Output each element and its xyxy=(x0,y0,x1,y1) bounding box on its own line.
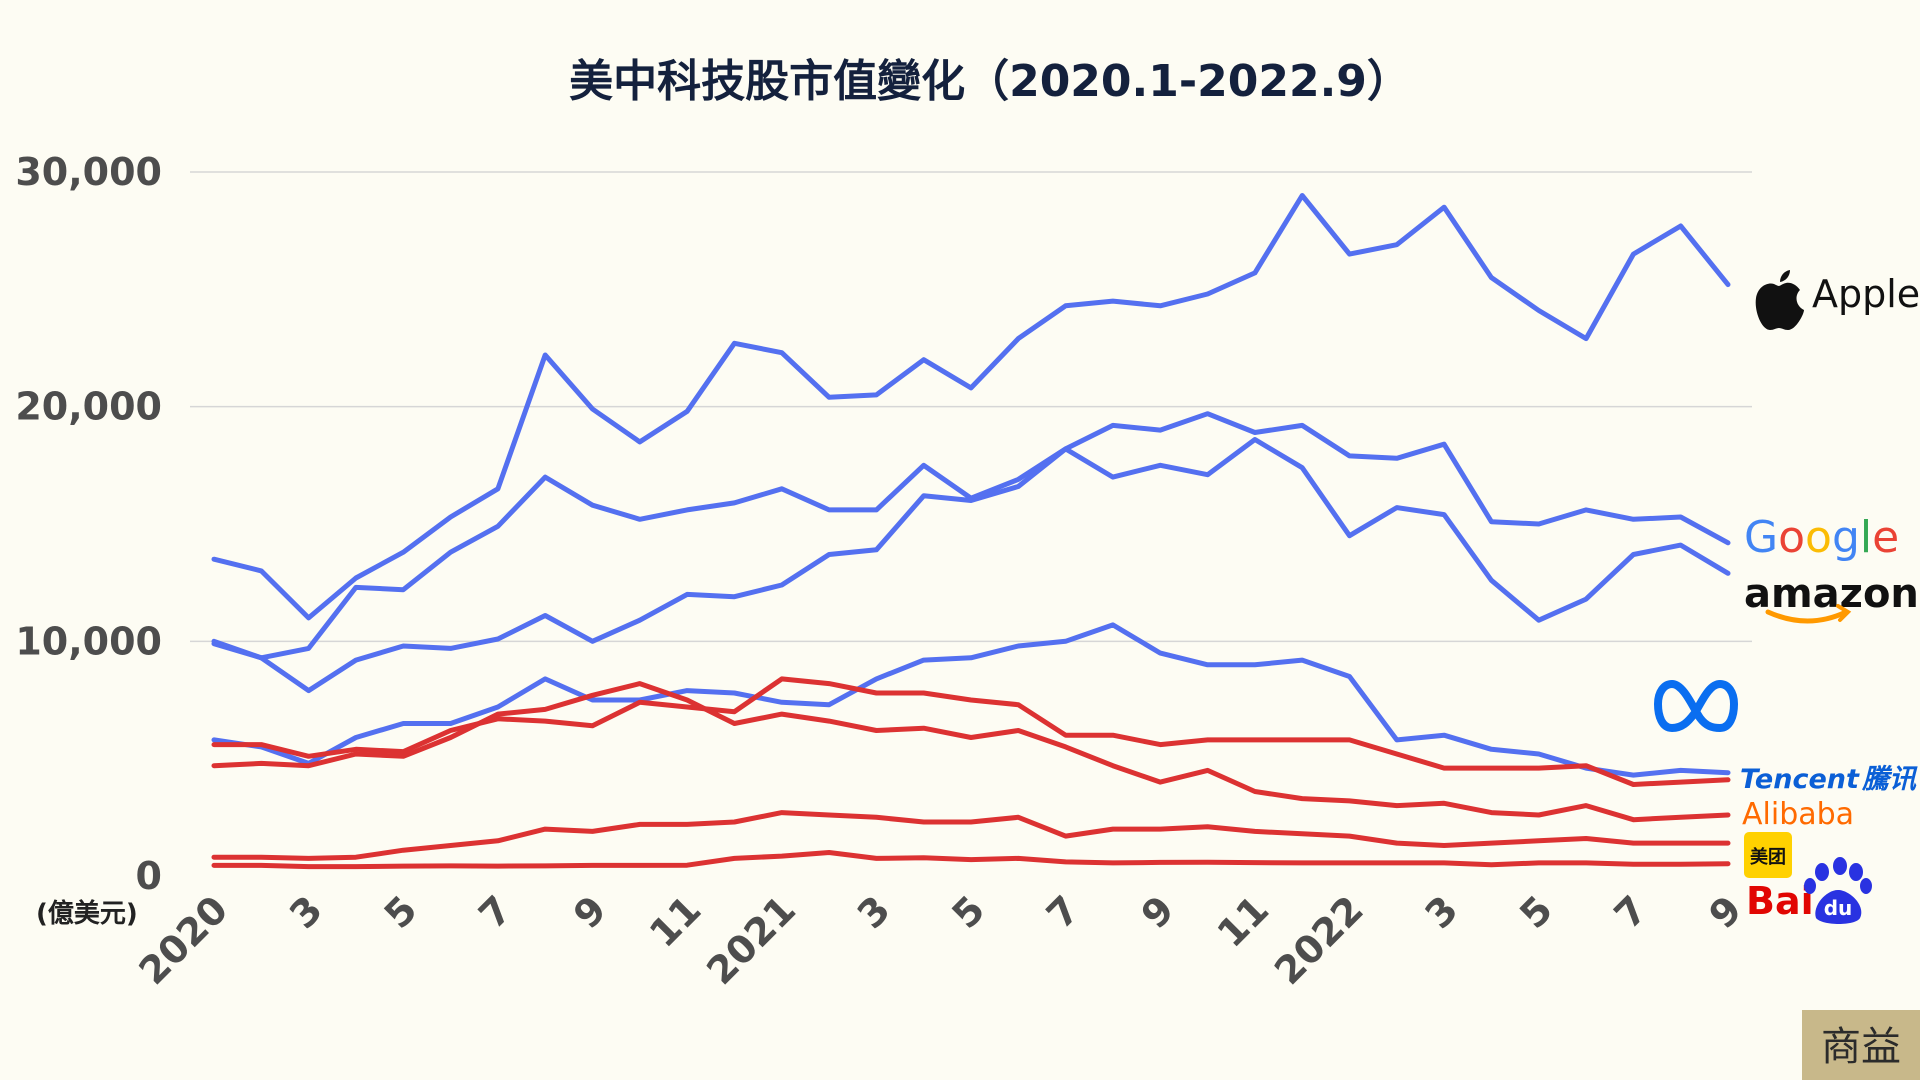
series-line-series xyxy=(211,810,1731,861)
x-tick-label: 2020 xyxy=(130,887,236,993)
y-tick-label: 20,000 xyxy=(15,385,162,429)
legend-apple: Apple xyxy=(1755,270,1920,330)
legend-meituan-label: 美团 xyxy=(1750,846,1786,868)
legend-baidu-label: Bai xyxy=(1746,879,1814,923)
watermark: 商益 xyxy=(1802,1010,1920,1080)
x-tick-label: 9 xyxy=(565,887,615,937)
series-line-baidu xyxy=(211,850,1731,870)
legend-baidu: Bai du xyxy=(1746,857,1872,924)
x-tick-label: 11 xyxy=(641,887,710,956)
chart-title: 美中科技股市值變化（2020.1-2022.9） xyxy=(569,56,1411,107)
legend-meta xyxy=(1654,680,1738,732)
x-tick-label: 3 xyxy=(1417,887,1467,937)
x-tick-label: 7 xyxy=(1038,887,1088,937)
x-tick-label: 7 xyxy=(1606,887,1656,937)
legend-tencent-label: Tencent xyxy=(1740,764,1860,795)
series-line-apple xyxy=(211,193,1731,621)
x-tick-label: 9 xyxy=(1133,887,1183,937)
y-axis-ticks: 0 10,000 20,000 30,000 xyxy=(15,150,162,898)
apple-logo-icon xyxy=(1755,270,1804,330)
watermark-label: 商益 xyxy=(1821,1024,1901,1070)
legend-alibaba-label: Alibaba xyxy=(1742,797,1854,832)
legend-amazon-label: amazon xyxy=(1744,571,1919,617)
legend-tencent: Tencent 騰讯 xyxy=(1740,764,1918,795)
meituan-logo-icon xyxy=(1744,832,1792,878)
legend-google-label: Google xyxy=(1744,512,1899,563)
y-tick-label: 10,000 xyxy=(15,619,162,663)
x-tick-label: 5 xyxy=(1511,887,1561,937)
x-tick-label: 2022 xyxy=(1266,887,1372,993)
x-tick-label: 11 xyxy=(1209,887,1278,956)
x-tick-label: 3 xyxy=(849,887,899,937)
x-tick-label: 3 xyxy=(281,887,331,937)
y-axis-unit-label: (億美元) xyxy=(36,898,138,929)
legend-baidu-du-label: du xyxy=(1824,896,1853,920)
x-tick-label: 5 xyxy=(944,887,994,937)
legend-apple-label: Apple xyxy=(1812,272,1920,316)
series-line-google xyxy=(211,411,1731,661)
series-line-amazon xyxy=(211,437,1731,694)
legend-google: Google xyxy=(1744,512,1899,563)
legend-amazon: amazon xyxy=(1744,571,1919,624)
x-tick-label: 7 xyxy=(470,887,520,937)
series-lines xyxy=(211,193,1731,870)
amazon-smile-icon xyxy=(1765,609,1849,624)
y-tick-label: 30,000 xyxy=(15,150,162,194)
legend-tencent-cn-label: 騰讯 xyxy=(1861,764,1918,795)
baidu-paw-icon xyxy=(1804,857,1872,924)
x-tick-label: 5 xyxy=(376,887,426,937)
series-line-meta xyxy=(211,622,1731,778)
x-tick-label: 9 xyxy=(1701,887,1751,937)
legend-meituan: 美团 xyxy=(1744,832,1792,878)
series-line-alibaba xyxy=(211,681,1731,823)
gridlines xyxy=(190,171,1752,643)
watermark-box xyxy=(1802,1010,1920,1080)
legend-alibaba: Alibaba xyxy=(1742,797,1854,832)
x-tick-label: 2021 xyxy=(698,887,804,993)
series-line-tencent xyxy=(211,676,1731,787)
y-tick-label: 0 xyxy=(136,854,162,898)
